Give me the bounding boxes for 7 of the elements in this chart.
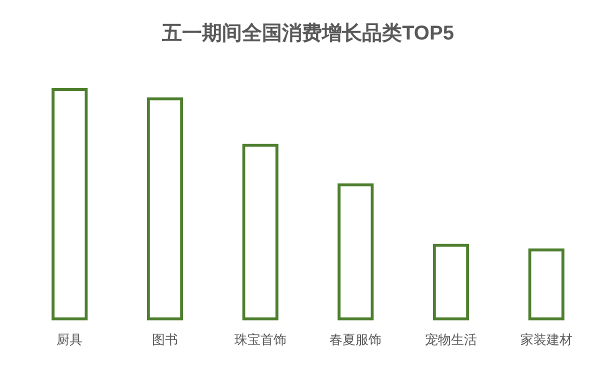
chart-title: 五一期间全国消费增长品类TOP5 (161, 22, 454, 45)
x-tick-label: 图书 (152, 332, 178, 347)
x-tick-label: 春夏服饰 (330, 332, 382, 347)
x-tick-label: 家装建材 (520, 332, 572, 347)
x-tick-label: 珠宝首饰 (234, 332, 286, 347)
x-tick-label: 宠物生活 (425, 332, 477, 347)
x-tick-label: 厨具 (56, 332, 83, 347)
